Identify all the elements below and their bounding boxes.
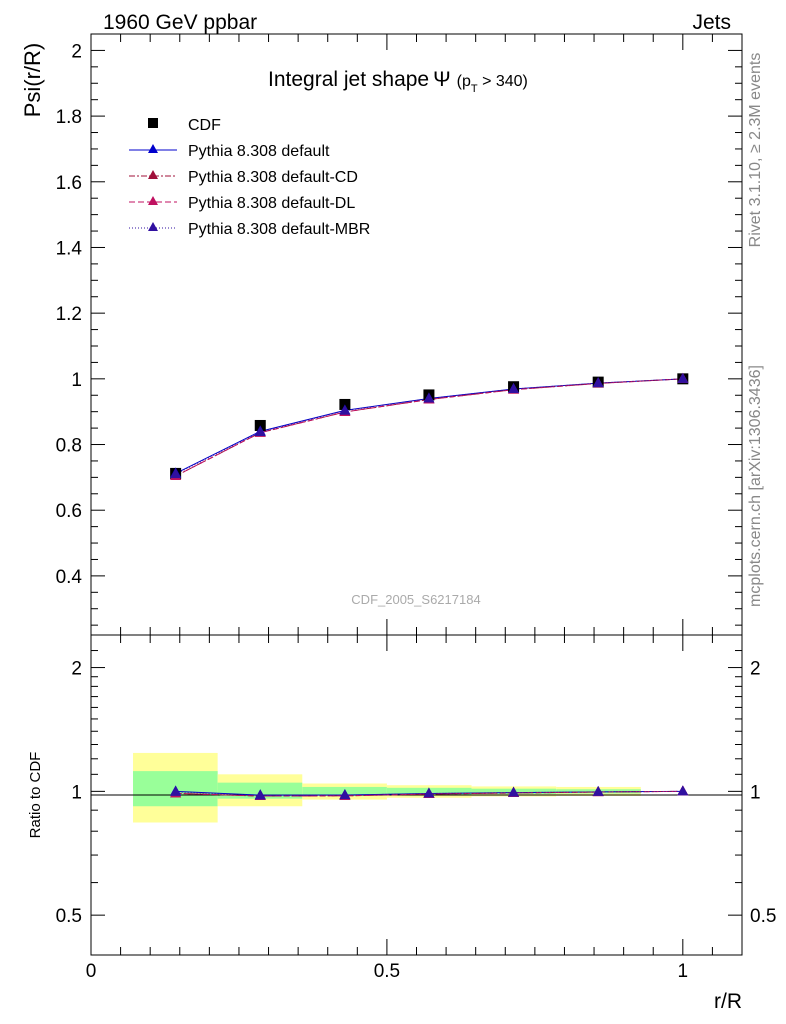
mc-series-point xyxy=(254,426,266,437)
legend-marker-square xyxy=(148,118,158,128)
ratio-bands xyxy=(133,752,641,823)
rivet-label: Rivet 3.1.10, ≥ 2.3M events xyxy=(747,53,764,248)
ratio-series-point xyxy=(508,786,520,797)
ratio-y-tick-labels: 0.5 0.5 1 1 2 2 xyxy=(56,659,777,928)
energy-label: 1960 GeV ppbar xyxy=(103,11,257,34)
ratio-ticks xyxy=(90,634,743,956)
legend-label: Pythia 8.308 default-MBR xyxy=(188,221,370,238)
title-paren-open: ( xyxy=(457,73,463,90)
ratio-series xyxy=(170,785,689,801)
ratio-y-tick-label: 2 xyxy=(71,659,82,680)
x-tick-label: 0.5 xyxy=(374,961,400,982)
title-cut-rest: > 340) xyxy=(478,73,528,90)
legend-marker-triangle xyxy=(148,144,158,153)
main-ticks xyxy=(90,34,743,635)
mc-series-point xyxy=(170,468,182,479)
main-y-axis-label: Psi(r/R) xyxy=(20,43,45,118)
ratio-series-point xyxy=(339,789,351,800)
x-tick-label: 1 xyxy=(678,961,689,982)
ratio-y-tick-label: 1 xyxy=(71,782,82,803)
ratio-panel: 0.5 0.51 12 2 0 0.5 1 Ratio to CDF r/R xyxy=(27,634,777,1013)
chart-title: Integral jet shape Ψ (pT > 340) xyxy=(268,68,528,95)
ratio-series-point xyxy=(423,787,435,798)
legend-label: Pythia 8.308 default-CD xyxy=(188,169,358,186)
legend-entry-mbr: Pythia 8.308 default-MBR xyxy=(129,221,370,238)
title-sub-t: T xyxy=(471,83,478,95)
ratio-series-point xyxy=(677,785,689,796)
ratio-series-point xyxy=(592,785,604,796)
mc-series-point xyxy=(508,383,520,394)
y-tick-label: 0.6 xyxy=(56,501,82,522)
ratio-y-tick-label-right: 2 xyxy=(750,659,761,680)
mc-series-point xyxy=(592,377,604,388)
legend: CDF Pythia 8.308 default Pythia 8.308 de… xyxy=(129,117,370,238)
x-tick-label: 0 xyxy=(86,961,97,982)
ratio-y-axis-label: Ratio to CDF xyxy=(27,752,44,839)
main-panel: 0.4 0.6 0.8 1 1.2 1.4 1.6 1.8 2 Psi(r/R) Integra… xyxy=(20,33,743,636)
y-tick-label: 1.2 xyxy=(56,304,82,325)
title-text: Integral jet shape xyxy=(268,68,429,91)
ratio-series-point xyxy=(254,789,266,800)
x-tick-labels: 0 0.5 1 xyxy=(86,961,688,982)
ratio-y-tick-label-right: 0.5 xyxy=(750,906,776,927)
legend-label: Pythia 8.308 default-DL xyxy=(188,195,355,212)
y-tick-label: 0.4 xyxy=(56,567,83,588)
ratio-y-tick-label-right: 1 xyxy=(750,782,761,803)
legend-label: Pythia 8.308 default xyxy=(188,143,330,160)
legend-entry-dl: Pythia 8.308 default-DL xyxy=(129,195,355,212)
mc-series-point xyxy=(677,372,689,383)
ratio-series-point xyxy=(170,785,182,796)
mc-series-point xyxy=(423,392,435,403)
legend-entry-cd: Pythia 8.308 default-CD xyxy=(129,169,358,186)
legend-marker-triangle xyxy=(148,170,158,179)
y-tick-label: 1.8 xyxy=(56,107,82,128)
y-tick-label: 1.4 xyxy=(56,238,83,259)
ratio-y-tick-label: 0.5 xyxy=(56,906,82,927)
legend-label: CDF xyxy=(188,117,221,134)
main-y-tick-labels: 0.4 0.6 0.8 1 1.2 1.4 1.6 1.8 2 xyxy=(56,41,83,587)
analysis-watermark: CDF_2005_S6217184 xyxy=(351,592,480,607)
x-axis-label: r/R xyxy=(714,990,742,1013)
title-psi: Ψ xyxy=(433,68,451,91)
mcplots-label: mcplots.cern.ch [arXiv:1306.3436] xyxy=(747,365,764,607)
process-label: Jets xyxy=(692,11,731,34)
y-tick-label: 1 xyxy=(71,370,82,391)
legend-entry-default: Pythia 8.308 default xyxy=(129,143,330,160)
y-tick-label: 1.6 xyxy=(56,173,82,194)
legend-marker-triangle xyxy=(148,222,158,231)
main-points xyxy=(170,372,689,481)
legend-marker-triangle xyxy=(148,196,158,205)
y-tick-label: 2 xyxy=(71,41,82,62)
legend-entry-cdf: CDF xyxy=(148,117,221,134)
title-p: p xyxy=(462,73,471,90)
y-tick-label: 0.8 xyxy=(56,436,82,457)
mc-series-point xyxy=(339,404,351,415)
